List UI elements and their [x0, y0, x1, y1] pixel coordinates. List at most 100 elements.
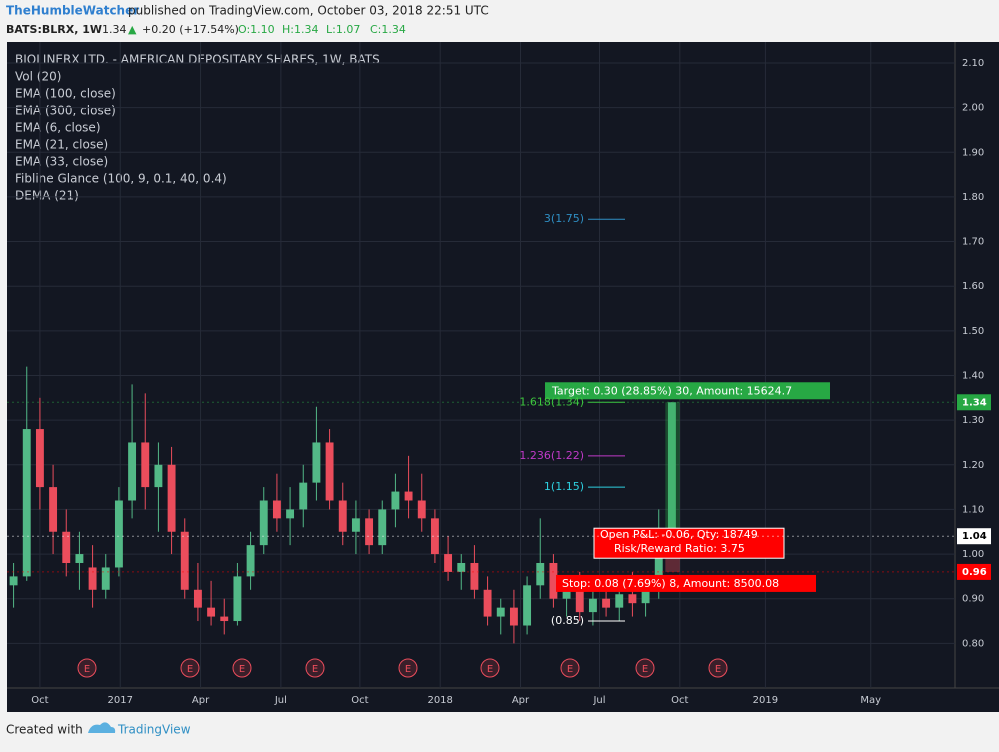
- candle-body: [391, 491, 400, 510]
- x-tick-label: Oct: [671, 695, 688, 706]
- y-tick-label: 1.00: [962, 549, 984, 560]
- fib-label: 1.236(1.22): [519, 449, 584, 462]
- legend-item: BIOLINERX LTD. - AMERICAN DEPOSITARY SHA…: [15, 53, 380, 67]
- arrow: ▲: [128, 23, 137, 36]
- candle-body: [562, 589, 571, 599]
- price-tag: [957, 528, 991, 545]
- candle-body: [246, 545, 255, 577]
- y-tick-label: 2.00: [962, 103, 984, 114]
- candle-body: [523, 585, 532, 626]
- footer-bg: [0, 712, 999, 748]
- candle-body: [35, 429, 44, 488]
- candle-body: [654, 536, 663, 590]
- fib-label: (0.85): [551, 614, 584, 627]
- overlay: Target: 0.30 (28.85%) 30, Amount: 15624.…: [7, 212, 991, 678]
- candle-body: [430, 518, 439, 555]
- pnl-label: Open P&L: -0.06, Qty: 18749: [600, 528, 758, 541]
- candle-body: [417, 500, 426, 519]
- legend-item: EMA (100, close): [15, 87, 116, 101]
- stop-box: [556, 574, 816, 592]
- candle-body: [193, 589, 202, 608]
- y-tick-label: 1.40: [962, 370, 984, 381]
- earnings-icon: [398, 658, 418, 678]
- candle-body: [496, 607, 505, 617]
- candle-body: [49, 487, 58, 532]
- earnings-label: E: [642, 664, 648, 675]
- earnings-icon: [560, 658, 580, 678]
- y-tick-label: 0.80: [962, 638, 984, 649]
- ratio-label: Risk/Reward Ratio: 3.75: [614, 542, 745, 555]
- fib-label: 1(1.15): [544, 480, 584, 493]
- x-tick-label: May: [860, 695, 881, 706]
- candle-body: [378, 509, 387, 546]
- candle-body: [9, 576, 18, 586]
- fib-label: 1.618(1.34): [519, 395, 584, 408]
- price-tag-label: 1.04: [962, 531, 987, 542]
- candle-body: [628, 594, 637, 604]
- earnings-icon: [305, 658, 325, 678]
- x-tick-label: Oct: [31, 695, 48, 706]
- x-tick-label: 2018: [427, 695, 452, 706]
- candle-body: [549, 562, 558, 599]
- earnings-icon: [480, 658, 500, 678]
- ohlc: H:1.34: [282, 23, 318, 36]
- y-tick-label: 2.10: [962, 58, 984, 69]
- y-tick-label: 1.50: [962, 326, 984, 337]
- candle-body: [536, 562, 545, 586]
- candle-body: [444, 554, 453, 572]
- footer-brand[interactable]: TradingView: [117, 723, 191, 737]
- earnings-label: E: [84, 664, 90, 675]
- candle-body: [272, 500, 281, 519]
- candle-body: [457, 562, 466, 572]
- candle-body: [88, 567, 97, 590]
- legend-item: Vol (20): [15, 70, 61, 84]
- published: published on TradingView.com, October 03…: [128, 4, 489, 18]
- y-tick-label: 1.80: [962, 192, 984, 203]
- x-tick-label: 2019: [753, 695, 778, 706]
- logo: [88, 722, 116, 733]
- price-tag-label: 0.96: [962, 567, 987, 578]
- earnings-label: E: [239, 664, 245, 675]
- legend-item: EMA (21, close): [15, 138, 108, 152]
- candle-body: [114, 500, 123, 568]
- candle-body: [602, 598, 611, 608]
- earnings-icon: [232, 658, 252, 678]
- candle-body: [575, 589, 584, 613]
- author[interactable]: TheHumbleWatcher: [6, 4, 139, 18]
- candle-body: [351, 518, 360, 532]
- earnings-label: E: [567, 664, 573, 675]
- fib-label: 3(1.75): [544, 212, 584, 225]
- chart-bg: [7, 42, 999, 712]
- candle-body: [325, 442, 334, 501]
- candle-body: [470, 562, 479, 590]
- ohlc: O:1.10: [238, 23, 275, 36]
- take-zone: [665, 402, 680, 537]
- candle-body: [365, 518, 374, 546]
- candle-body: [312, 442, 321, 483]
- candle-body: [128, 442, 137, 501]
- candle-body: [641, 589, 650, 604]
- candle-body: [338, 500, 347, 532]
- candle-body: [299, 482, 308, 510]
- earnings-icon: [180, 658, 200, 678]
- price-tag: [957, 563, 991, 580]
- candle-body: [588, 598, 597, 613]
- legend-item: EMA (33, close): [15, 155, 108, 169]
- earnings-icon: [708, 658, 728, 678]
- price-tag: [957, 394, 991, 411]
- x-tick-label: Jul: [274, 695, 287, 706]
- candle-body: [22, 429, 31, 577]
- legend-item: EMA (6, close): [15, 121, 101, 135]
- x-tick-label: Apr: [192, 695, 210, 706]
- y-tick-label: 1.20: [962, 460, 984, 471]
- candle-body: [154, 464, 163, 488]
- earnings-label: E: [312, 664, 318, 675]
- candle-body: [180, 531, 189, 590]
- candle-body: [509, 607, 518, 626]
- candle-body: [259, 500, 268, 546]
- x-tick-label: Apr: [512, 695, 530, 706]
- price-tag-label: 1.34: [962, 397, 987, 408]
- y-tick-label: 0.90: [962, 594, 984, 605]
- earnings-label: E: [405, 664, 411, 675]
